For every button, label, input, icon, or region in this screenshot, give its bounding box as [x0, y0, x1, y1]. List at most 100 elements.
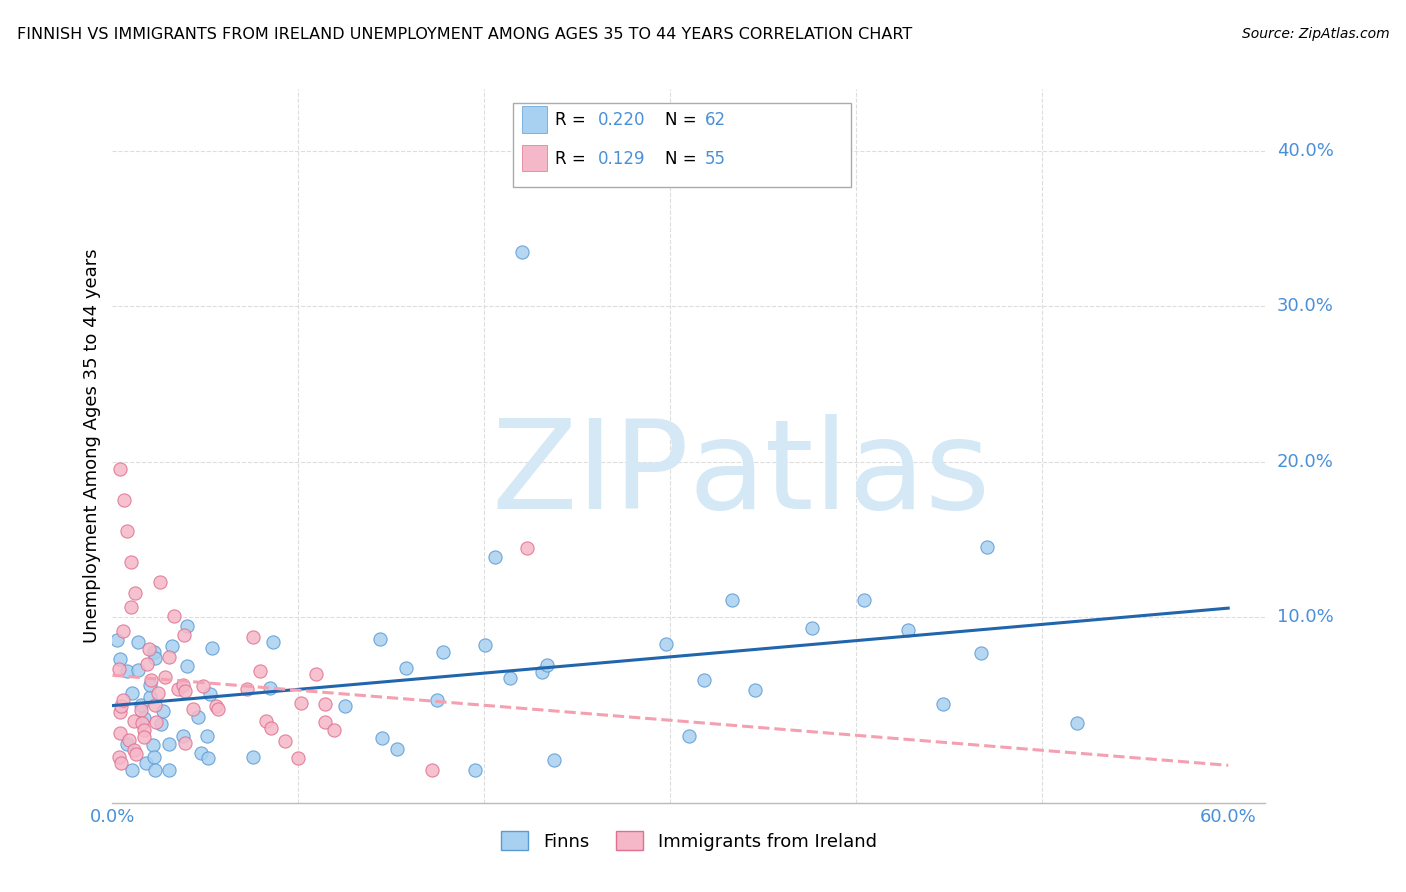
Point: [274, 734, 297, 748]
Point: [371, 731, 394, 745]
Point: [249, 665, 271, 679]
Point: [155, 671, 177, 685]
Point: [132, 723, 155, 737]
Point: [314, 697, 336, 711]
Point: [174, 736, 197, 750]
Text: R =: R =: [555, 150, 592, 168]
Point: [181, 701, 204, 715]
Point: [800, 621, 823, 635]
Point: [655, 637, 678, 651]
Point: [111, 624, 134, 638]
Point: [976, 540, 998, 554]
Point: [474, 639, 496, 653]
Point: [172, 729, 194, 743]
Point: [314, 714, 336, 729]
Point: [112, 493, 135, 508]
Point: [121, 686, 143, 700]
Text: FINNISH VS IMMIGRANTS FROM IRELAND UNEMPLOYMENT AMONG AGES 35 TO 44 YEARS CORREL: FINNISH VS IMMIGRANTS FROM IRELAND UNEMP…: [17, 27, 912, 42]
Point: [510, 245, 533, 260]
Text: N =: N =: [665, 150, 702, 168]
Point: [432, 645, 454, 659]
Point: [693, 673, 716, 688]
Text: 20.0%: 20.0%: [1277, 452, 1334, 470]
Point: [187, 710, 209, 724]
Point: [122, 714, 145, 728]
Point: [122, 743, 145, 757]
Point: [136, 657, 159, 671]
Point: [305, 666, 328, 681]
Text: atlas: atlas: [689, 414, 991, 535]
Point: [138, 642, 160, 657]
Point: [853, 593, 876, 607]
Point: [129, 703, 152, 717]
Point: [139, 678, 162, 692]
Point: [744, 683, 766, 698]
Point: [131, 698, 153, 713]
Point: [134, 730, 156, 744]
Point: [110, 699, 132, 714]
Point: [108, 462, 131, 476]
Point: [117, 524, 139, 539]
Text: 55: 55: [704, 150, 725, 168]
Point: [120, 555, 142, 569]
Point: [530, 665, 553, 680]
Point: [139, 673, 162, 688]
Point: [131, 716, 153, 731]
Point: [970, 646, 993, 660]
Point: [138, 690, 160, 705]
Point: [721, 593, 744, 607]
Point: [160, 640, 183, 654]
Point: [143, 750, 166, 764]
Point: [146, 685, 169, 699]
Point: [254, 714, 277, 728]
Point: [107, 750, 129, 764]
Point: [287, 751, 309, 765]
Point: [173, 628, 195, 642]
Point: [117, 665, 139, 679]
Point: [323, 723, 346, 737]
Point: [498, 671, 520, 685]
Point: [142, 738, 165, 752]
Point: [152, 704, 174, 718]
Point: [135, 756, 157, 770]
Point: [516, 541, 538, 556]
Point: [426, 693, 449, 707]
Point: [678, 730, 700, 744]
Point: [110, 756, 132, 770]
Point: [118, 732, 141, 747]
Point: [124, 586, 146, 600]
Point: [176, 659, 198, 673]
Point: [121, 763, 143, 777]
Y-axis label: Unemployment Among Ages 35 to 44 years: Unemployment Among Ages 35 to 44 years: [83, 249, 101, 643]
Point: [195, 729, 218, 743]
Point: [385, 742, 408, 756]
Text: R =: R =: [555, 112, 592, 129]
Point: [108, 662, 131, 676]
Point: [108, 652, 131, 666]
Point: [176, 619, 198, 633]
Point: [150, 717, 173, 731]
Point: [108, 705, 131, 719]
Point: [242, 750, 264, 764]
Point: [204, 699, 226, 714]
Point: [190, 746, 212, 760]
Point: [167, 681, 190, 696]
Point: [260, 722, 283, 736]
Text: 62: 62: [704, 112, 725, 129]
Point: [290, 696, 312, 710]
Point: [422, 763, 444, 777]
Text: 30.0%: 30.0%: [1277, 297, 1334, 316]
Point: [125, 747, 148, 761]
Point: [536, 658, 558, 673]
Text: 40.0%: 40.0%: [1277, 142, 1334, 161]
Point: [464, 763, 486, 777]
Point: [132, 711, 155, 725]
Point: [145, 650, 167, 665]
Point: [395, 660, 418, 674]
Text: ZIP: ZIP: [491, 414, 689, 535]
Point: [143, 698, 166, 713]
Point: [207, 701, 229, 715]
Point: [127, 663, 149, 677]
Point: [335, 698, 357, 713]
Point: [193, 679, 215, 693]
